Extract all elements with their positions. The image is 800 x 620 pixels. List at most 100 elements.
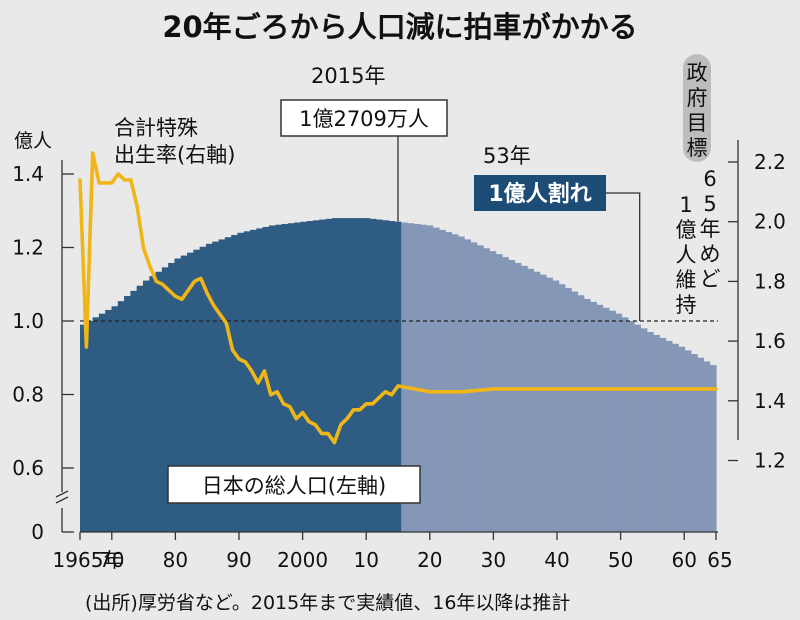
population-bar-1979: [168, 262, 176, 532]
population-bar-1989: [231, 235, 239, 532]
population-bar-1995: [268, 225, 276, 532]
annotation-2015-year: 2015年: [311, 64, 385, 88]
left-axis: 0 0.6 0.8 1.0 1.2 1.4: [12, 160, 74, 544]
population-bar-2045: [583, 298, 591, 532]
population-bar-1976: [149, 276, 157, 532]
right-tick-1-8: 1.8: [754, 269, 786, 293]
population-bar-2038: [539, 274, 547, 532]
population-bar-2049: [608, 310, 616, 532]
population-bar-2024: [451, 234, 459, 532]
tfr-label-line1: 合計特殊: [114, 116, 198, 140]
population-bar-2019: [420, 224, 427, 532]
population-bar-2023: [445, 232, 453, 532]
pop-label: 日本の総人口(左軸): [202, 474, 386, 498]
left-tick-0: 0: [31, 520, 44, 544]
annotation-53-leader: [606, 192, 641, 321]
x-tick-2065: 65: [707, 548, 732, 572]
tfr-label-line2: 出生率(右軸): [114, 143, 235, 167]
population-bar-2002: [312, 220, 320, 533]
svg-text:維: 維: [676, 268, 697, 292]
svg-text:億: 億: [676, 218, 697, 242]
target-badge-bg: [683, 54, 711, 162]
population-bar-2004: [325, 218, 333, 532]
svg-text:持: 持: [676, 293, 697, 317]
population-bar-1992: [250, 229, 257, 533]
left-tick-1-4: 1.4: [12, 162, 44, 186]
population-bar-2057: [659, 337, 667, 532]
population-bar-2017: [407, 223, 415, 533]
population-bar-1982: [187, 252, 194, 532]
population-bar-2025: [457, 236, 465, 532]
population-bar-1973: [130, 290, 138, 532]
population-bar-1986: [212, 241, 220, 532]
population-bar-2010: [363, 218, 371, 532]
population-bar-1984: [199, 246, 207, 532]
population-bar-1980: [174, 258, 182, 532]
population-bar-2007: [344, 218, 352, 532]
annotation-53-label: 1億人割れ: [488, 181, 591, 207]
svg-text:目: 目: [687, 111, 708, 135]
population-bar-2061: [684, 350, 692, 532]
x-tick-1980: 80: [163, 548, 188, 572]
x-tick-2020: 20: [417, 548, 442, 572]
x-tick-2050: 50: [608, 548, 633, 572]
population-bar-2030: [489, 251, 497, 533]
population-bar-2044: [577, 295, 585, 532]
population-bar-1971: [117, 301, 125, 532]
svg-text:人: 人: [676, 243, 697, 267]
x-tick-2010: 10: [353, 548, 378, 572]
population-bar-1983: [193, 249, 201, 532]
population-bar-2020: [426, 225, 434, 532]
population-bar-2053: [634, 324, 642, 532]
svg-text:5: 5: [703, 192, 716, 216]
right-tick-1-4: 1.4: [754, 389, 786, 413]
population-bar-2033: [508, 260, 516, 532]
population-bar-2040: [552, 280, 560, 532]
population-bar-2054: [640, 328, 648, 532]
population-bar-2003: [319, 219, 327, 532]
population-bar-1987: [218, 239, 226, 532]
population-bar-1974: [136, 285, 144, 532]
left-tick-1-2: 1.2: [12, 236, 44, 260]
population-bar-1997: [281, 223, 289, 533]
annotation-53-box: [474, 175, 606, 211]
population-bar-1991: [243, 231, 251, 532]
population-bar-2031: [495, 254, 503, 532]
population-bar-2037: [533, 271, 541, 532]
population-bar-2050: [615, 313, 623, 532]
svg-text:政: 政: [687, 61, 708, 85]
left-tick-0-6: 0.6: [12, 456, 44, 480]
x-tick-2060: 60: [671, 548, 696, 572]
population-bar-1990: [237, 232, 245, 533]
population-bar-2000: [300, 221, 308, 532]
population-bar-2036: [527, 268, 534, 532]
population-bar-2064: [703, 361, 711, 532]
population-bar-1999: [294, 222, 301, 532]
svg-text:め: め: [700, 242, 721, 266]
left-tick-1-0: 1.0: [12, 309, 44, 333]
population-bar-2035: [520, 265, 528, 533]
x-tick-1965: 1965年: [53, 548, 124, 572]
population-bar-1977: [155, 271, 163, 532]
population-bar-2041: [558, 284, 566, 532]
population-bar-2018: [413, 223, 421, 533]
right-tick-1-6: 1.6: [754, 329, 786, 353]
population-bar-2001: [306, 221, 314, 533]
population-bar-2046: [590, 301, 597, 532]
population-bar-1966: [86, 321, 94, 532]
pop-label-box: [167, 465, 421, 504]
population-bar-1969: [105, 309, 113, 532]
population-bar-2048: [602, 307, 610, 532]
population-bar-2032: [501, 257, 509, 532]
right-tick-2-0: 2.0: [754, 210, 786, 234]
svg-text:1: 1: [679, 193, 692, 217]
svg-text:年: 年: [700, 217, 721, 241]
population-bar-2012: [375, 219, 383, 532]
population-bar-2022: [438, 229, 446, 533]
left-tick-0-8: 0.8: [12, 383, 44, 407]
population-bar-2059: [671, 343, 679, 532]
population-bar-2006: [338, 218, 346, 532]
